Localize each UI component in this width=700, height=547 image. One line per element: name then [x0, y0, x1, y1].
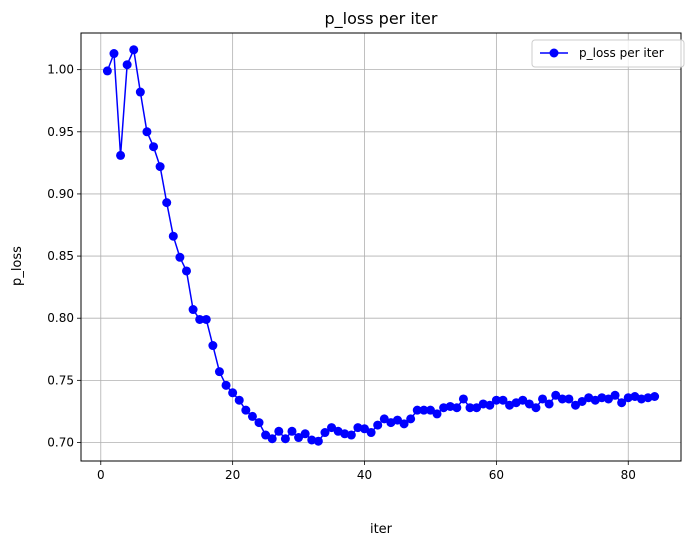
data-point [247, 411, 257, 421]
data-point [373, 420, 383, 430]
data-point [650, 392, 660, 401]
data-point [531, 403, 541, 413]
data-point [214, 367, 224, 377]
y-axis-label: p_loss [10, 246, 25, 286]
legend-marker [549, 48, 559, 58]
data-point [280, 434, 290, 444]
data-point [181, 266, 191, 276]
data-point [399, 419, 409, 429]
data-point [102, 66, 112, 76]
data-point [267, 434, 277, 444]
data-point [346, 430, 356, 440]
data-point [425, 405, 435, 415]
legend: p_loss per iter [531, 39, 685, 68]
data-point [610, 390, 620, 400]
y-tick-label: 0.70 [47, 435, 74, 449]
data-point [221, 380, 231, 390]
legend-label: p_loss per iter [579, 46, 664, 60]
chart-title: p_loss per iter [325, 9, 438, 29]
data-point [241, 405, 251, 415]
data-point [544, 399, 554, 409]
data-point [498, 395, 508, 405]
data-point [208, 341, 218, 351]
data-point [465, 403, 475, 413]
data-point [485, 400, 495, 410]
data-point [419, 405, 429, 415]
data-point [524, 399, 534, 409]
data-point [234, 395, 244, 405]
data-point [551, 390, 561, 400]
data-point [564, 394, 574, 404]
data-point [432, 409, 442, 419]
data-point [149, 142, 159, 152]
legend-box [531, 39, 685, 68]
data-point [557, 394, 567, 404]
data-point [135, 87, 145, 97]
data-point [518, 395, 528, 405]
data-point [360, 424, 370, 434]
data-point [458, 394, 468, 404]
series-layer [102, 45, 660, 446]
data-point [122, 60, 132, 70]
data-point [228, 388, 238, 398]
data-point [617, 398, 627, 408]
data-point [603, 394, 613, 404]
data-point [571, 400, 581, 410]
data-point [577, 396, 587, 406]
y-tick-label: 0.75 [47, 373, 74, 387]
ticks: 0 20 40 60 80 0.70 0.75 0.80 0.85 0.90 0.95 1.00 [47, 63, 636, 482]
data-point [412, 405, 422, 415]
data-point [188, 305, 198, 315]
x-tick-label: 80 [621, 468, 636, 482]
data-point [201, 314, 211, 324]
data-point [116, 150, 126, 160]
data-point [392, 415, 402, 425]
x-tick-label: 40 [357, 468, 372, 482]
data-point [195, 314, 205, 324]
data-point [162, 198, 172, 208]
data-point [452, 403, 462, 413]
data-point [538, 394, 548, 404]
x-tick-label: 60 [489, 468, 504, 482]
y-tick-label: 0.95 [47, 125, 74, 139]
y-tick-label: 0.85 [47, 249, 74, 263]
data-point [472, 403, 482, 413]
data-point [254, 418, 264, 428]
x-tick-label: 20 [225, 468, 240, 482]
y-tick-label: 0.80 [47, 311, 74, 325]
x-tick-label: 0 [97, 468, 105, 482]
y-tick-label: 1.00 [47, 63, 74, 77]
data-point [261, 430, 271, 440]
x-axis-label: iter [370, 522, 393, 537]
data-point [406, 414, 416, 424]
y-tick-label: 0.90 [47, 187, 74, 201]
data-point [320, 428, 330, 438]
data-point [142, 127, 152, 137]
data-point [109, 49, 119, 59]
data-point [379, 414, 389, 424]
data-point [287, 426, 297, 436]
data-point [129, 45, 139, 55]
grid [81, 33, 681, 461]
data-point [313, 436, 323, 446]
data-point [300, 429, 310, 439]
data-point [274, 426, 284, 436]
data-point [175, 252, 185, 262]
data-point [327, 423, 337, 433]
data-point [294, 433, 304, 443]
data-point [491, 395, 501, 405]
plot-frame [80, 32, 682, 462]
data-point [366, 428, 376, 438]
data-point [168, 231, 178, 241]
data-point [155, 162, 165, 172]
